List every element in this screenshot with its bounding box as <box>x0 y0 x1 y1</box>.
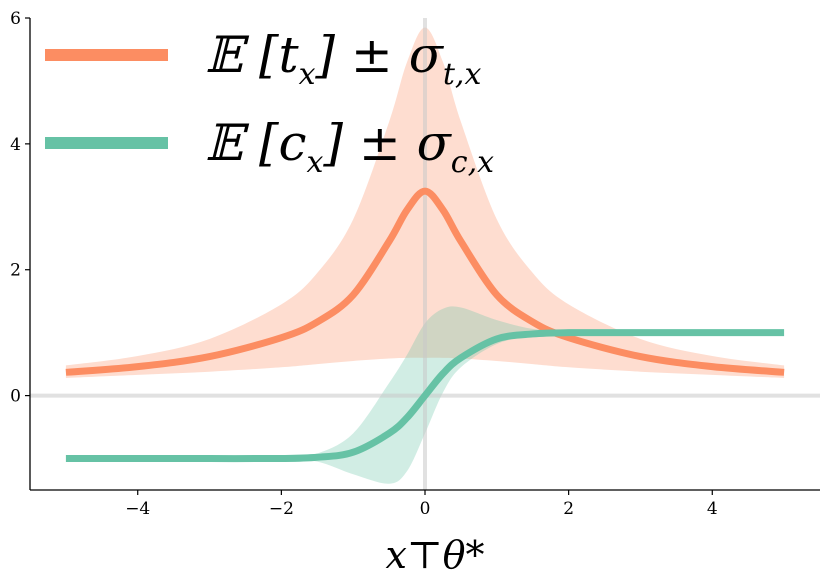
legend-label-1: 𝔼 [tx] ± σt,x <box>205 26 481 92</box>
legend-subscript: x <box>299 57 316 92</box>
ticks: −4 −2 0 2 4 0 2 4 6 <box>10 9 718 519</box>
y-tick-label: 6 <box>10 9 21 29</box>
x-tick-label: 2 <box>563 499 574 519</box>
legend-subscript: x <box>307 145 324 180</box>
legend-subscript: t,x <box>443 57 482 92</box>
legend: 𝔼 [tx] ± σt,x𝔼 [cx] ± σc,x <box>45 26 494 180</box>
legend-subscript: c,x <box>451 145 494 180</box>
legend-label-2: 𝔼 [cx] ± σc,x <box>205 114 494 180</box>
series-line-1 <box>65 187 785 376</box>
y-tick-label: 0 <box>10 387 21 407</box>
reference-lines <box>30 18 820 490</box>
series-lines <box>65 187 785 463</box>
legend-text-part: 𝔼 [t <box>205 26 300 84</box>
y-tick-label: 2 <box>10 261 21 281</box>
x-tick-label: −2 <box>269 499 294 519</box>
x-tick-label: 0 <box>420 499 431 519</box>
legend-text-part: 𝔼 [c <box>205 114 307 172</box>
legend-text-part: ] ± σ <box>322 114 452 172</box>
legend-text-part: ] ± σ <box>315 26 445 84</box>
series-line-2 <box>65 329 785 463</box>
x-tick-label: 4 <box>707 499 718 519</box>
x-axis-label: x⊤θ* <box>385 533 484 577</box>
x-tick-label: −4 <box>125 499 150 519</box>
y-tick-label: 4 <box>10 135 21 155</box>
